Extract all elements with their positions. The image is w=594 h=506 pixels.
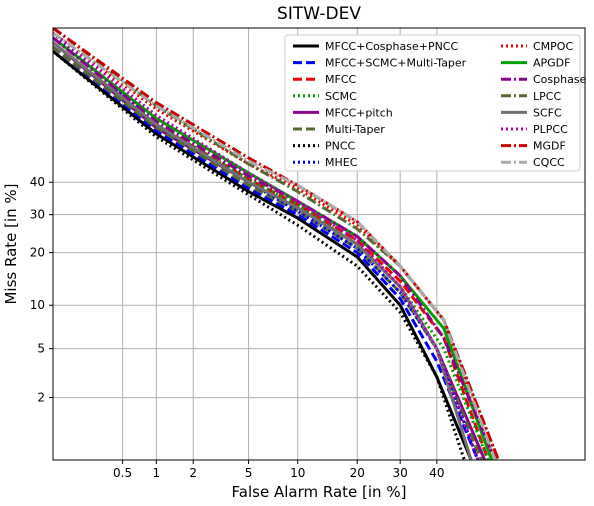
legend-label: LPCC [533, 90, 561, 103]
series-line-scfc [53, 41, 473, 460]
y-tick-label: 10 [30, 298, 45, 312]
x-axis-title: False Alarm Rate [in %] [232, 483, 407, 501]
legend-label: Cosphase [533, 73, 587, 86]
x-tick-label: 20 [350, 466, 365, 480]
legend-label: MFCC+Cosphase+PNCC [325, 40, 458, 53]
series-line-cosphase [53, 36, 497, 460]
series-line-pncc [53, 50, 466, 460]
y-tick-label: 40 [30, 175, 45, 189]
x-tick-label: 2 [189, 466, 197, 480]
x-tick-label: 40 [429, 466, 444, 480]
y-tick-label: 2 [37, 391, 45, 405]
x-tick-label: 5 [245, 466, 253, 480]
legend-label: PLPCC [533, 123, 568, 136]
y-tick-label: 5 [37, 342, 45, 356]
legend-label: MHEC [325, 156, 358, 169]
legend-label: SCFC [533, 106, 562, 119]
legend-label: MFCC [325, 73, 356, 86]
y-tick-label: 20 [30, 246, 45, 260]
legend-box [284, 34, 581, 172]
x-tick-label: 10 [290, 466, 305, 480]
x-tick-label: 1 [153, 466, 161, 480]
legend-label: MGDF [533, 140, 566, 153]
legend-label: CMPOC [533, 40, 573, 53]
series-line-plpcc [53, 31, 480, 460]
x-tick-label: 0.5 [113, 466, 132, 480]
legend-label: MFCC+SCMC+Multi-Taper [325, 57, 467, 70]
legend-label: PNCC [325, 140, 356, 153]
y-tick-label: 30 [30, 208, 45, 222]
series-line-mgdf [53, 28, 500, 460]
series-line-mfcc-cosphase-pncc [53, 50, 473, 460]
series-line-cqcc [53, 31, 497, 460]
legend-label: Multi-Taper [325, 123, 385, 136]
legend-label: APGDF [533, 57, 570, 70]
x-tick-label: 30 [393, 466, 408, 480]
series-line-mfcc-scmc-multi-taper [53, 45, 480, 460]
legend-label: SCMC [325, 90, 357, 103]
plot-frame [52, 27, 586, 461]
y-axis-title: Miss Rate [in %] [2, 183, 20, 304]
chart-title: SITW-DEV [277, 4, 361, 24]
legend-label: CQCC [533, 156, 565, 169]
legend-label: MFCC+pitch [325, 106, 393, 119]
series-lines [53, 28, 500, 460]
series-line-cmpoc [53, 31, 494, 460]
legend: MFCC+Cosphase+PNCC MFCC+SCMC+Multi-Taper M… [284, 34, 587, 172]
